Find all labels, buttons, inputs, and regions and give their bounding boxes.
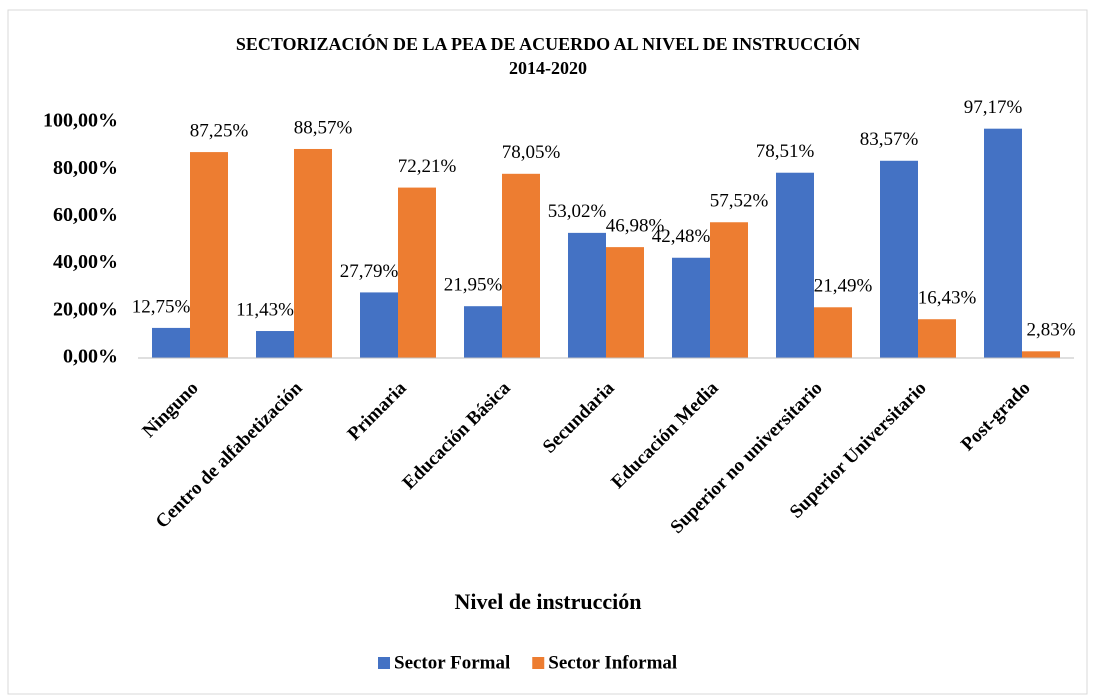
bar [256, 331, 294, 358]
bar [360, 292, 398, 358]
value-label: 78,05% [502, 142, 561, 163]
value-label: 21,95% [444, 275, 503, 296]
legend-label: Sector Formal [394, 652, 510, 673]
value-label: 72,21% [398, 156, 457, 177]
bar [814, 307, 852, 358]
value-label: 87,25% [190, 120, 249, 141]
chart-subtitle: 2014-2020 [509, 58, 587, 78]
bar [294, 148, 332, 358]
y-tick-label: 100,00% [43, 110, 118, 132]
value-label: 57,52% [710, 191, 769, 212]
value-label: 16,43% [918, 288, 977, 309]
bar [606, 247, 644, 358]
bar [880, 160, 918, 358]
y-tick-label: 0,00% [63, 346, 118, 368]
value-label: 88,57% [294, 117, 353, 138]
value-label: 78,51% [756, 141, 815, 162]
value-label: 83,57% [860, 129, 919, 150]
value-label: 2,83% [1026, 320, 1075, 341]
value-label: 12,75% [132, 296, 191, 317]
value-label: 11,43% [236, 299, 294, 320]
bar [776, 172, 814, 358]
y-tick-label: 60,00% [53, 204, 118, 226]
legend-label: Sector Informal [548, 652, 677, 673]
bar [190, 152, 228, 358]
value-label: 21,49% [814, 276, 873, 297]
y-tick-label: 20,00% [53, 298, 118, 320]
y-tick-label: 40,00% [53, 251, 118, 273]
value-label: 27,79% [340, 261, 399, 282]
bar [672, 257, 710, 358]
value-label: 53,02% [548, 201, 607, 222]
legend-swatch [532, 657, 545, 669]
x-axis-title: Nivel de instrucción [455, 589, 642, 614]
value-label: 42,48% [652, 226, 711, 247]
bar [502, 173, 540, 358]
bar [710, 222, 748, 358]
bar [464, 306, 502, 358]
bar [152, 327, 190, 358]
legend-swatch [378, 657, 390, 669]
y-tick-label: 80,00% [53, 157, 118, 179]
bar [1022, 351, 1060, 358]
bar [918, 319, 956, 358]
bar [984, 128, 1022, 358]
value-label: 46,98% [606, 215, 665, 236]
value-label: 97,17% [964, 97, 1023, 118]
bar [568, 232, 606, 358]
chart-title: SECTORIZACIÓN DE LA PEA DE ACUERDO AL NI… [236, 33, 860, 54]
bar [398, 187, 436, 358]
